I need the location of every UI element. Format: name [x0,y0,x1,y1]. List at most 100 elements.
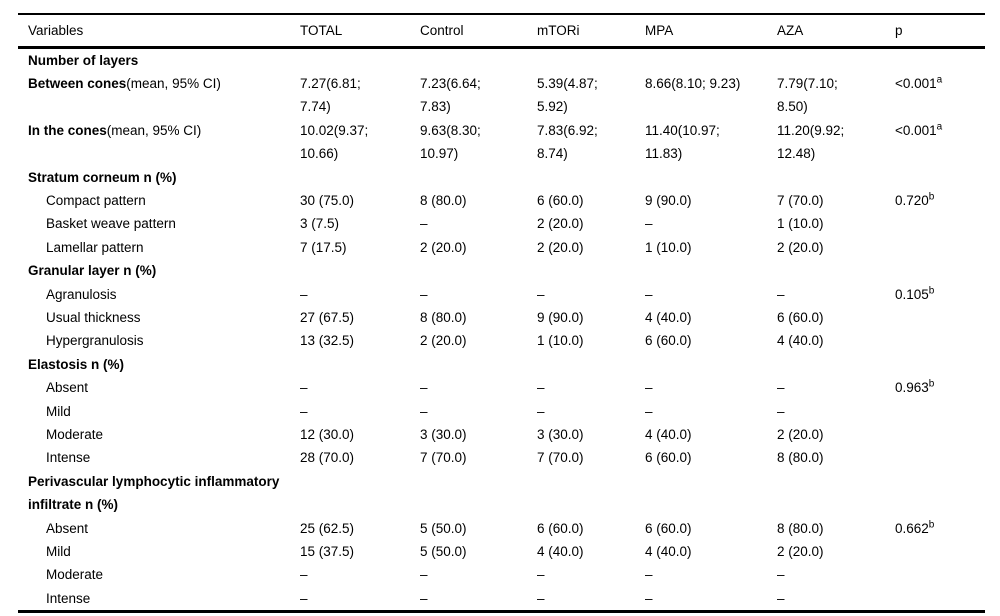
cell-value: – [777,403,785,419]
cell-value: 7.83(6.92; 8.74) [537,122,598,162]
cell-value [537,470,645,517]
cell-p-value: 0.662b [895,517,985,540]
row-label: Absent [46,520,89,536]
cell-value [645,166,777,189]
cell-value: 2 (20.0) [777,239,824,255]
cell-value: 1 (10.0) [537,333,584,349]
cell-p-value [895,47,985,72]
cell-p-value [895,400,985,423]
table-row: Number of layers [18,47,985,72]
cell-value: 5 (50.0) [420,520,467,536]
cell-value [537,166,645,189]
cell-value: 8.66(8.10; 9.23) [645,75,741,91]
row-label: Basket weave pattern [46,216,176,232]
results-table: Variables TOTAL Control mTORi MPA AZA p … [18,13,985,614]
cell-value: 6 (60.0) [645,520,692,536]
row-label: Elastosis n (%) [28,356,125,372]
cell-value [537,259,645,282]
cell-value [300,470,420,517]
cell-value: 8 (80.0) [777,520,824,536]
cell-p-value: 0.720b [895,189,985,212]
cell-value: 6 (60.0) [537,520,584,536]
row-label: Agranulosis [46,286,117,302]
table-row: Granular layer n (%) [18,259,985,282]
cell-value: – [777,380,785,396]
table-row: Absent – – – – – 0.963b [18,376,985,399]
cell-value: 4 (40.0) [645,427,692,442]
cell-p-value [895,353,985,376]
cell-value: 30 (75.0) [300,192,355,208]
cell-value: – [300,380,308,396]
cell-value [537,47,645,72]
cell-value [777,353,895,376]
cell-value [645,47,777,72]
cell-value: – [537,590,545,606]
row-label: Mild [46,403,71,419]
p-value-superscript: b [928,285,935,297]
table-row: Mild 15 (37.5) 5 (50.0) 4 (40.0) 4 (40.0) 2 (… [18,540,985,563]
cell-value: 11.20(9.92; 12.48) [777,122,845,162]
cell-value [420,166,537,189]
cell-value: – [537,380,545,396]
cell-value [300,353,420,376]
row-label-bold: In the cones [28,122,107,138]
table-row: Absent 25 (62.5) 5 (50.0) 6 (60.0) 6 (60.0) 8… [18,517,985,540]
column-header-p: p [895,22,903,38]
cell-value: 5.39(4.87; 5.92) [537,75,598,115]
p-value-superscript: a [936,121,943,133]
cell-value: – [777,286,785,302]
row-label: Number of layers [28,52,139,68]
column-header-control: Control [420,22,464,38]
row-label: Absent [46,380,89,396]
cell-p-value [895,166,985,189]
cell-value: 15 (37.5) [300,544,355,560]
p-value-superscript: b [928,378,935,390]
row-label-note: (mean, 95% CI) [106,122,202,138]
row-label: Usual thickness [46,309,141,325]
cell-value: – [645,590,653,606]
cell-value [420,353,537,376]
table-row: Intense 28 (70.0) 7 (70.0) 7 (70.0) 6 (60.0)… [18,446,985,469]
table-row: Agranulosis – – – – – 0.105b [18,283,985,306]
p-value-text: 0.105 [895,286,929,302]
cell-value [777,259,895,282]
cell-value: 9 (90.0) [645,192,692,208]
cell-value [420,259,537,282]
cell-value: 4 (40.0) [645,544,692,560]
table-header: Variables TOTAL Control mTORi MPA AZA p [18,14,985,47]
table-row: Hypergranulosis 13 (32.5) 2 (20.0) 1 (10.0)… [18,329,985,352]
cell-value: 7.27(6.81; 7.74) [300,75,361,115]
cell-value: 10.02(9.37; 10.66) [300,122,369,162]
column-header-aza: AZA [777,22,804,38]
p-value-superscript: b [928,519,935,531]
table-row: Between cones(mean, 95% CI) 7.27(6.81; 7.… [18,72,985,119]
cell-p-value [895,423,985,446]
cell-value: 9 (90.0) [537,309,584,325]
cell-value: 7 (70.0) [537,450,584,466]
row-label: Moderate [46,567,104,583]
cell-value: – [420,567,428,583]
cell-value: 7 (70.0) [420,450,467,466]
table-row: Elastosis n (%) [18,353,985,376]
cell-value [777,47,895,72]
table-row: Intense – – – – – [18,587,985,612]
cell-value: – [537,403,545,419]
cell-value: 3 (30.0) [537,427,584,442]
table-row: Moderate – – – – – [18,563,985,586]
cell-value: 28 (70.0) [300,450,355,466]
cell-value: – [645,567,653,583]
cell-value [777,470,895,517]
cell-value: 25 (62.5) [300,520,355,536]
cell-p-value [895,563,985,586]
cell-p-value: 0.963b [895,376,985,399]
cell-value: 5 (50.0) [420,544,467,560]
cell-value [300,47,420,72]
cell-value: 4 (40.0) [777,333,824,349]
cell-value: 11.40(10.97; 11.83) [645,122,720,162]
cell-value: 8 (80.0) [420,309,467,325]
cell-value: – [420,380,428,396]
row-label: Moderate [46,427,104,442]
cell-value: 3 (7.5) [300,216,340,232]
row-label: Intense [46,590,91,606]
cell-p-value: 0.105b [895,283,985,306]
